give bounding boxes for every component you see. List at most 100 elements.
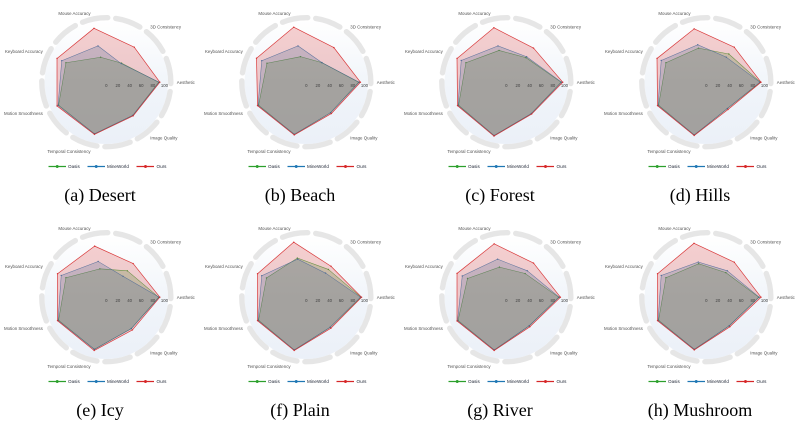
svg-text:Temporal Consistency: Temporal Consistency xyxy=(447,149,491,154)
svg-text:100: 100 xyxy=(161,83,169,88)
svg-text:80: 80 xyxy=(151,83,156,88)
svg-text:Mouse Accuracy: Mouse Accuracy xyxy=(658,226,691,231)
svg-text:Mouse Accuracy: Mouse Accuracy xyxy=(58,11,91,16)
svg-text:40: 40 xyxy=(127,83,132,88)
svg-text:Keyboard Accuracy: Keyboard Accuracy xyxy=(205,264,244,269)
svg-text:(b) Beach: (b) Beach xyxy=(265,185,335,206)
svg-text:40: 40 xyxy=(327,298,332,303)
svg-text:40: 40 xyxy=(327,83,332,88)
svg-text:Image Quality: Image Quality xyxy=(550,351,578,356)
svg-text:Image Quality: Image Quality xyxy=(150,136,178,141)
svg-text:Image Quality: Image Quality xyxy=(350,136,378,141)
svg-text:Image Quality: Image Quality xyxy=(350,351,378,356)
svg-text:MineWorld: MineWorld xyxy=(507,379,529,384)
svg-text:MineWorld: MineWorld xyxy=(107,164,129,169)
svg-text:Temporal Consistency: Temporal Consistency xyxy=(647,149,691,154)
svg-text:0: 0 xyxy=(505,298,508,303)
svg-text:40: 40 xyxy=(127,298,132,303)
svg-text:Aesthetic: Aesthetic xyxy=(577,80,596,85)
svg-text:3D Consistency: 3D Consistency xyxy=(750,24,782,29)
svg-text:Temporal Consistency: Temporal Consistency xyxy=(247,364,291,369)
svg-text:Oasis: Oasis xyxy=(468,164,480,169)
svg-text:MineWorld: MineWorld xyxy=(707,379,729,384)
svg-text:60: 60 xyxy=(139,298,144,303)
svg-text:60: 60 xyxy=(539,83,544,88)
svg-text:Ours: Ours xyxy=(757,379,768,384)
svg-text:Mouse Accuracy: Mouse Accuracy xyxy=(58,226,91,231)
svg-text:3D Consistency: 3D Consistency xyxy=(350,24,382,29)
svg-text:80: 80 xyxy=(751,298,756,303)
svg-text:Ours: Ours xyxy=(557,164,568,169)
svg-text:0: 0 xyxy=(105,83,108,88)
svg-text:20: 20 xyxy=(316,298,321,303)
svg-text:Ours: Ours xyxy=(557,379,568,384)
svg-text:Keyboard Accuracy: Keyboard Accuracy xyxy=(405,264,444,269)
svg-text:(a) Desert: (a) Desert xyxy=(64,185,135,206)
svg-text:60: 60 xyxy=(339,83,344,88)
svg-text:0: 0 xyxy=(105,298,108,303)
svg-text:Aesthetic: Aesthetic xyxy=(777,80,796,85)
svg-text:Aesthetic: Aesthetic xyxy=(777,295,796,300)
svg-text:(e) Icy: (e) Icy xyxy=(76,400,123,421)
svg-text:20: 20 xyxy=(716,298,721,303)
svg-text:MineWorld: MineWorld xyxy=(307,164,329,169)
svg-text:Keyboard Accuracy: Keyboard Accuracy xyxy=(5,264,44,269)
svg-text:Motion Smoothness: Motion Smoothness xyxy=(204,326,244,331)
svg-text:Motion Smoothness: Motion Smoothness xyxy=(404,326,444,331)
svg-text:Keyboard Accuracy: Keyboard Accuracy xyxy=(205,49,244,54)
svg-text:3D Consistency: 3D Consistency xyxy=(350,239,382,244)
svg-text:Keyboard Accuracy: Keyboard Accuracy xyxy=(5,49,44,54)
svg-text:MineWorld: MineWorld xyxy=(507,164,529,169)
svg-text:Keyboard Accuracy: Keyboard Accuracy xyxy=(405,49,444,54)
svg-text:Temporal Consistency: Temporal Consistency xyxy=(447,364,491,369)
svg-text:(f) Plain: (f) Plain xyxy=(270,400,329,421)
svg-text:80: 80 xyxy=(351,298,356,303)
svg-text:Temporal Consistency: Temporal Consistency xyxy=(247,149,291,154)
svg-text:Image Quality: Image Quality xyxy=(550,136,578,141)
svg-text:Image Quality: Image Quality xyxy=(750,351,778,356)
svg-text:3D Consistency: 3D Consistency xyxy=(550,239,582,244)
svg-text:Ours: Ours xyxy=(757,164,768,169)
svg-text:Temporal Consistency: Temporal Consistency xyxy=(47,364,91,369)
svg-text:(g) River: (g) River xyxy=(467,400,532,421)
svg-text:0: 0 xyxy=(305,298,308,303)
svg-text:3D Consistency: 3D Consistency xyxy=(750,239,782,244)
svg-text:3D Consistency: 3D Consistency xyxy=(150,24,182,29)
svg-text:Temporal Consistency: Temporal Consistency xyxy=(47,149,91,154)
svg-text:Oasis: Oasis xyxy=(268,379,280,384)
svg-text:0: 0 xyxy=(705,298,708,303)
svg-text:80: 80 xyxy=(351,83,356,88)
svg-text:80: 80 xyxy=(751,83,756,88)
svg-text:80: 80 xyxy=(151,298,156,303)
svg-text:(h) Mushroom: (h) Mushroom xyxy=(648,400,753,421)
svg-text:40: 40 xyxy=(527,298,532,303)
svg-text:(d) Hills: (d) Hills xyxy=(670,185,731,206)
svg-text:60: 60 xyxy=(339,298,344,303)
svg-text:Oasis: Oasis xyxy=(468,379,480,384)
svg-text:Ours: Ours xyxy=(157,164,168,169)
svg-text:Keyboard Accuracy: Keyboard Accuracy xyxy=(605,264,644,269)
svg-text:Oasis: Oasis xyxy=(68,164,80,169)
svg-text:MineWorld: MineWorld xyxy=(307,379,329,384)
svg-text:3D Consistency: 3D Consistency xyxy=(550,24,582,29)
svg-text:20: 20 xyxy=(516,83,521,88)
svg-text:Aesthetic: Aesthetic xyxy=(377,295,396,300)
svg-text:MineWorld: MineWorld xyxy=(107,379,129,384)
svg-text:40: 40 xyxy=(727,298,732,303)
svg-text:Aesthetic: Aesthetic xyxy=(377,80,396,85)
svg-text:0: 0 xyxy=(705,83,708,88)
svg-text:Motion Smoothness: Motion Smoothness xyxy=(404,111,444,116)
svg-text:60: 60 xyxy=(539,298,544,303)
svg-text:Mouse Accuracy: Mouse Accuracy xyxy=(258,226,291,231)
svg-text:Mouse Accuracy: Mouse Accuracy xyxy=(658,11,691,16)
svg-text:20: 20 xyxy=(716,83,721,88)
svg-text:20: 20 xyxy=(116,298,121,303)
svg-text:Oasis: Oasis xyxy=(668,164,680,169)
svg-text:Keyboard Accuracy: Keyboard Accuracy xyxy=(605,49,644,54)
svg-text:Motion Smoothness: Motion Smoothness xyxy=(204,111,244,116)
svg-text:Image Quality: Image Quality xyxy=(750,136,778,141)
svg-text:0: 0 xyxy=(505,83,508,88)
svg-text:100: 100 xyxy=(561,298,569,303)
svg-text:0: 0 xyxy=(305,83,308,88)
svg-text:MineWorld: MineWorld xyxy=(707,164,729,169)
